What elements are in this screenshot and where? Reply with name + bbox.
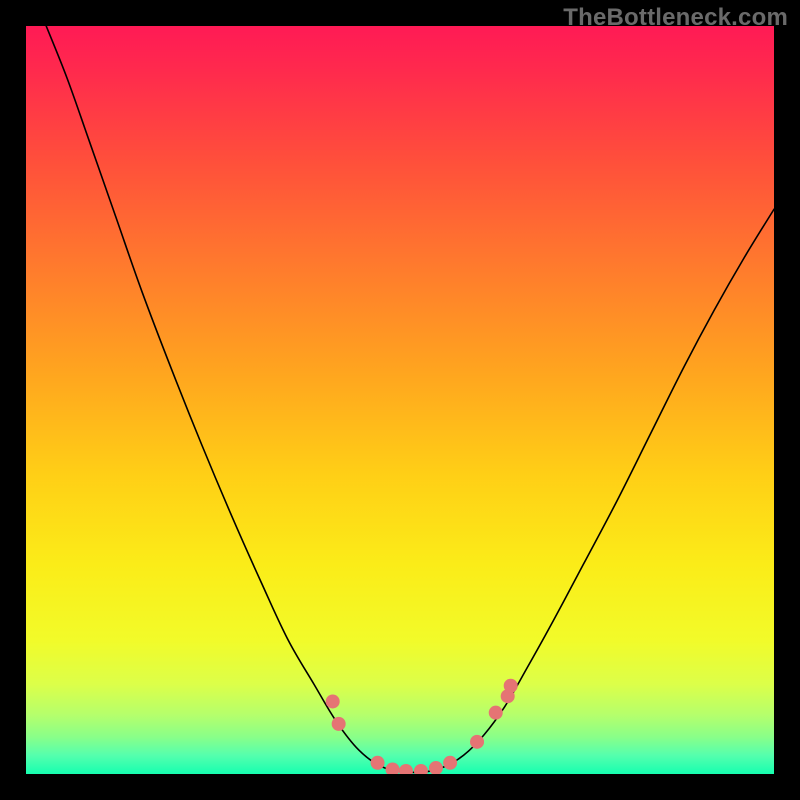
marker-dot xyxy=(443,756,457,770)
marker-dot xyxy=(371,756,385,770)
marker-dot xyxy=(504,679,518,693)
watermark-label: TheBottleneck.com xyxy=(563,4,788,32)
gradient-background xyxy=(26,26,774,774)
marker-dot xyxy=(489,706,503,720)
chart-svg xyxy=(0,0,800,800)
marker-dot xyxy=(429,761,443,775)
marker-dot xyxy=(332,717,346,731)
marker-dot xyxy=(326,694,340,708)
bottleneck-chart: TheBottleneck.com xyxy=(0,0,800,800)
marker-dot xyxy=(470,735,484,749)
